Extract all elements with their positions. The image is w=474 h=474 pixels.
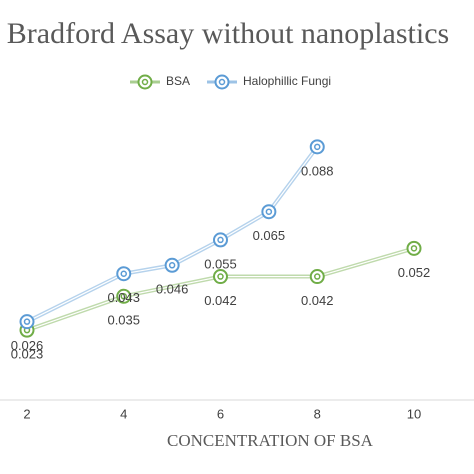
point bbox=[116, 288, 132, 304]
point-inner bbox=[217, 273, 224, 280]
legend-marker bbox=[137, 74, 153, 90]
legend-marker bbox=[214, 74, 230, 90]
point bbox=[309, 269, 325, 285]
point bbox=[213, 232, 228, 248]
point-inner bbox=[23, 318, 31, 325]
legend-marker-inner bbox=[218, 78, 226, 86]
data-label: 0.052 bbox=[398, 265, 431, 280]
x-tick-label: 2 bbox=[23, 406, 30, 421]
point bbox=[261, 204, 277, 220]
point bbox=[116, 266, 132, 282]
point bbox=[19, 314, 35, 330]
data-label: 0.023 bbox=[11, 347, 44, 362]
legend-marker-inner bbox=[141, 78, 149, 86]
x-axis-title: CONCENTRATION OF BSA bbox=[167, 431, 374, 450]
chart-title: Bradford Assay without nanoplastics bbox=[7, 17, 449, 50]
data-label: 0.042 bbox=[301, 293, 334, 308]
point-inner bbox=[120, 270, 127, 277]
point-inner bbox=[120, 293, 127, 300]
data-label: 0.042 bbox=[204, 293, 237, 308]
legend-label: Halophillic Fungi bbox=[243, 74, 331, 88]
point-inner bbox=[265, 208, 273, 215]
point-inner bbox=[410, 245, 418, 252]
x-tick-label: 10 bbox=[407, 406, 421, 421]
point bbox=[164, 257, 180, 273]
point-inner bbox=[217, 236, 224, 244]
point bbox=[213, 269, 228, 285]
data-label: 0.046 bbox=[156, 282, 189, 297]
point bbox=[406, 240, 422, 256]
point-inner bbox=[168, 262, 176, 269]
point bbox=[309, 139, 325, 155]
data-label: 0.065 bbox=[253, 228, 286, 243]
data-label: 0.088 bbox=[301, 163, 334, 178]
data-label: 0.055 bbox=[204, 256, 237, 271]
data-label: 0.026 bbox=[11, 338, 44, 353]
legend-label: BSA bbox=[166, 74, 190, 88]
x-tick-label: 4 bbox=[120, 406, 127, 421]
x-tick-label: 6 bbox=[217, 406, 224, 421]
point-inner bbox=[314, 143, 321, 151]
data-label: 0.035 bbox=[107, 313, 140, 328]
series-line-core bbox=[26, 146, 318, 323]
data-label: 0.043 bbox=[107, 290, 140, 305]
x-tick-label: 8 bbox=[314, 406, 321, 421]
point-inner bbox=[314, 273, 321, 280]
